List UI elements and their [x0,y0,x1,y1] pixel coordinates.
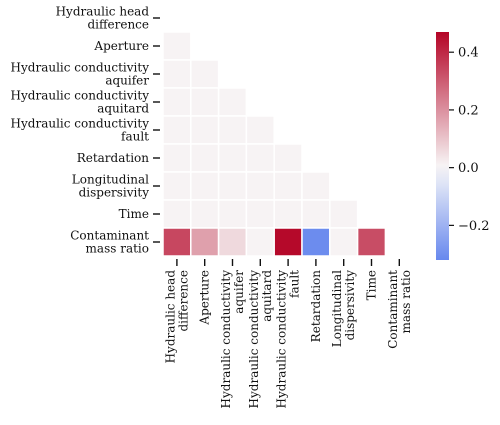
heatmap-cell-r3-c2 [217,87,248,117]
x-tick-label-6: Longitudinaldispersivity [330,270,357,347]
heatmap-cell-r6-c2 [217,171,248,201]
y-tick-label-5: Retardation [77,151,150,165]
heatmap-cell-r3-c0 [162,87,192,117]
colorbar-tick-label-3: 0.4 [458,46,479,61]
heatmap-cell-r7-c1 [190,199,220,229]
heatmap-cell-r7-c2 [217,199,248,229]
heatmap-cell-r8-c2 [217,227,248,257]
heatmap-cell-r5-c2 [217,143,248,173]
heatmap-cell-r8-c5 [301,227,331,257]
heatmap-cell-r6-c4 [273,171,303,201]
x-tick-label-8: Contaminantmass ratio [386,270,413,349]
colorbar-tick-label-1: 0.0 [458,161,479,176]
heatmap-cell-r8-c3 [245,227,275,257]
heatmap-cell-r8-c1 [190,227,220,257]
x-axis: Hydraulic headdifference Aperture Hydrauli… [163,259,413,409]
heatmap-cell-r6-c1 [190,171,220,201]
heatmap-cell-r6-c3 [245,171,275,201]
y-axis: Hydraulic head difference Aperture Hydrauli… [11,5,160,256]
heatmap-cell-r7-c0 [162,199,192,229]
colorbar-tick-label-2: 0.2 [458,103,479,118]
heatmap-cell-r8-c7 [356,227,387,257]
y-tick-label-7: Time [119,207,149,221]
heatmap-cell-r5-c3 [245,143,275,173]
x-tick-label-3: Hydraulic conductivityaquitard [247,270,274,409]
x-tick-label-0: Hydraulic headdifference [163,270,190,364]
heatmap-cell-r5-c1 [190,143,220,173]
heatmap-cell-r4-c1 [190,115,220,145]
x-tick-label-2: Hydraulic conductivityaquifer [219,270,246,409]
heatmap-cell-r4-c3 [245,115,275,145]
heatmap-cell-r6-c0 [162,171,192,201]
heatmap-cell-r8-c6 [329,227,359,257]
heatmap-cell-r8-c4 [273,227,303,257]
y-tick-label-4: Hydraulic conductivity fault [11,117,150,144]
x-tick-label-1: Aperture [198,270,212,326]
heatmap-cell-r4-c2 [217,115,248,145]
x-tick-label-7: Time [365,270,379,300]
heatmap-cell-r2-c0 [162,59,192,89]
heatmap-cell-r7-c3 [245,199,275,229]
heatmap-cell-r5-c4 [273,143,303,173]
y-tick-label-8: Contaminant mass ratio [70,229,149,256]
x-tick-label-5: Retardation [309,270,323,343]
heatmap-cell-r7-c4 [273,199,303,229]
y-tick-label-0: Hydraulic head difference [56,5,150,32]
y-tick-label-3: Hydraulic conductivity aquitard [11,89,150,116]
y-tick-label-2: Hydraulic conductivity aquifer [11,61,150,88]
heatmap-cells [162,31,387,257]
heatmap-cell-r5-c0 [162,143,192,173]
heatmap-cell-r3-c1 [190,87,220,117]
y-tick-label-1: Aperture [93,39,149,53]
colorbar: −0.2 0.0 0.2 0.4 [436,32,490,260]
heatmap-cell-r4-c0 [162,115,192,145]
x-tick-label-4: Hydraulic conductivityfault [275,270,302,409]
colorbar-tick-label-0: −0.2 [458,219,490,234]
heatmap-cell-r8-c0 [162,227,192,257]
heatmap-cell-r7-c5 [301,199,331,229]
heatmap-cell-r2-c1 [190,59,220,89]
heatmap-cell-r1-c0 [162,31,192,61]
colorbar-gradient [436,32,449,260]
y-tick-label-6: Longitudinal dispersivity [72,173,149,200]
heatmap-cell-r7-c6 [329,199,359,229]
heatmap-cell-r6-c5 [301,171,331,201]
